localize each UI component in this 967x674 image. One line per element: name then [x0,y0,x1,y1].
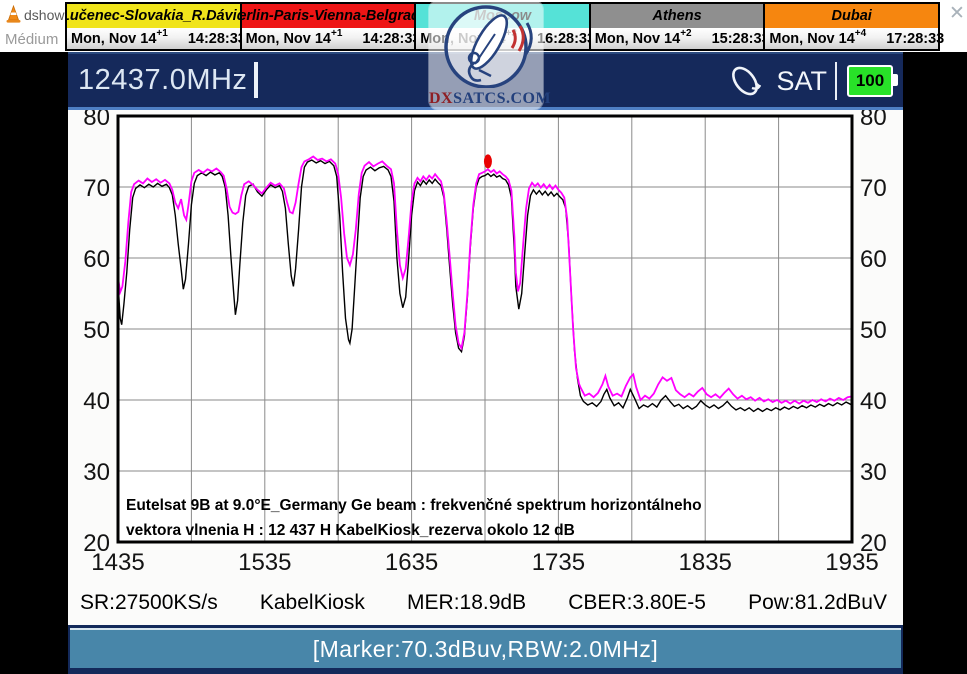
svg-text:1735: 1735 [532,549,585,576]
svg-text:80: 80 [860,110,887,131]
clock-city-label: Berlin-Paris-Vienna-Belgrade [241,4,415,28]
sat-status-cluster: SAT 100 [726,60,898,102]
svg-text:40: 40 [860,388,887,415]
clock-date: Mon, Nov 14 [71,30,157,47]
svg-text:1935: 1935 [825,549,878,576]
pow-value: Pow:81.2dBuV [748,590,887,614]
provider-name: KabelKiosk [259,590,365,614]
trace-magenta [117,155,853,405]
battery-indicator: 100 [847,65,898,97]
trace-black [117,159,853,413]
close-icon[interactable]: ✕ [949,3,965,24]
clock-lucenec: Lučenec-Slovakia_R.Dávid Mon, Nov 14 +1 … [67,4,246,49]
svg-text:60: 60 [83,246,110,273]
clock-time: 14:28:33 [187,30,246,47]
clock-time-row: Mon, Nov 14 +1 14:28:33 [67,28,246,49]
svg-text:80: 80 [83,110,110,131]
clock-time: 14:28:33 [362,30,421,47]
header-separator [835,62,837,100]
clock-utc-offset: +1 [156,28,168,39]
svg-text:70: 70 [83,175,110,202]
clock-city-label: Lučenec-Slovakia_R.Dávid [67,4,240,28]
clock-time-row: Mon, Nov 14 +4 17:28:33 [765,28,944,49]
svg-text:Eutelsat 9B at 9.0°E_Germany G: Eutelsat 9B at 9.0°E_Germany Ge beam : f… [126,497,702,514]
svg-text:1835: 1835 [679,549,732,576]
sr-value: SR:27500KS/s [80,590,218,614]
dxsatcs-logo-text: DXSATCS.COM [429,90,552,107]
dxsatcs-logo-icon [444,5,533,89]
marker-diamond [483,154,492,169]
battery-percent: 100 [855,71,885,90]
svg-text:50: 50 [860,317,887,344]
frequency-value: 12437.0MHz [78,63,248,96]
satellite-dish-icon [732,66,762,96]
clock-dubai: Dubai Mon, Nov 14 +4 17:28:33 [765,4,944,49]
cber-value: CBER:3.80E-5 [568,590,706,614]
clock-utc-offset: +1 [331,28,343,39]
sat-label: SAT [776,65,827,96]
clock-time-row: Mon, Nov 14 +2 15:28:33 [590,28,770,49]
clock-athens: Athens Mon, Nov 14 +2 15:28:33 [590,4,770,49]
svg-text:60: 60 [860,246,887,273]
svg-text:1635: 1635 [385,549,438,576]
clock-date: Mon, Nov 14 [769,30,855,47]
frequency-input[interactable]: 12437.0MHz [78,62,259,98]
marker-status-bar: [Marker:70.3dBuv,RBW:2.0MHz] [70,628,901,668]
svg-text:30: 30 [860,459,887,486]
text-cursor [254,62,259,98]
vlc-menu-media[interactable]: Médium [5,31,59,48]
marker-readout: [Marker:70.3dBuv,RBW:2.0MHz] [312,635,659,662]
analyzer-panel: 12437.0MHz SAT 100 1435 1535 1635 1735 1835 1… [68,52,903,674]
svg-text:50: 50 [83,317,110,344]
clock-time-row: Mon, Nov 14 +1 14:28:33 [241,28,420,49]
spectrum-chart: 1435 1535 1635 1735 1835 1935 20 20 30 30 40 40 50 50… [68,104,903,580]
clock-city-label: Athens [590,4,764,28]
svg-text:vektora vlnenia H : 12 437 H K: vektora vlnenia H : 12 437 H KabelKiosk_… [126,522,575,539]
clock-berlin: Berlin-Paris-Vienna-Belgrade Mon, Nov 14… [241,4,420,49]
clock-time: 16:28:33 [537,30,596,47]
clock-time: 17:28:33 [886,30,945,47]
vlc-cone-icon [6,5,21,23]
svg-text:20: 20 [860,530,887,557]
battery-nub [893,74,898,86]
clock-date: Mon, Nov 14 [594,30,681,47]
svg-text:30: 30 [83,459,110,486]
svg-text:20: 20 [83,530,110,557]
svg-text:1435: 1435 [91,549,144,576]
vlc-window-title: dshow:/ [24,7,73,23]
mer-value: MER:18.9dB [407,590,527,614]
clock-utc-offset: +2 [680,28,692,39]
clock-time: 15:28:33 [711,30,770,47]
clock-city-label: Dubai [765,4,938,28]
dxsatcs-logo: DXSATCS.COM [429,0,552,110]
vlc-corner: dshow:/ Médium [0,0,72,52]
clock-date: Mon, Nov 14 [245,30,331,47]
svg-text:1535: 1535 [238,549,291,576]
signal-info-row: SR:27500KS/s KabelKiosk MER:18.9dB CBER:… [68,580,903,625]
svg-text:70: 70 [860,175,887,202]
svg-text:40: 40 [83,388,110,415]
clock-utc-offset: +4 [854,28,867,39]
